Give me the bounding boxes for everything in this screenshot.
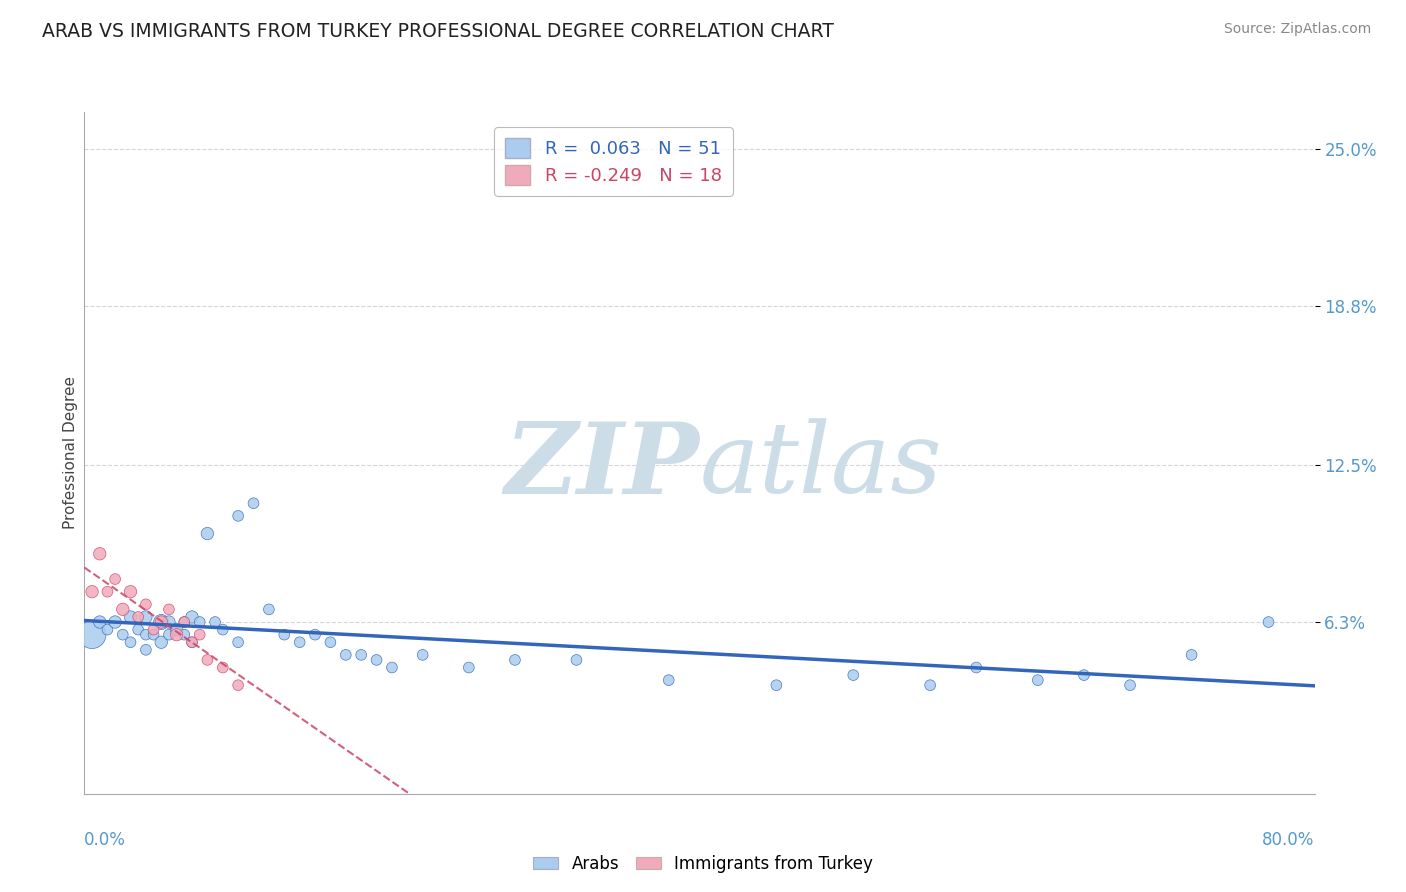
Point — [242, 496, 264, 510]
Point — [188, 615, 211, 629]
Point — [288, 635, 311, 649]
Point — [319, 635, 342, 649]
Text: atlas: atlas — [700, 418, 942, 514]
Point — [135, 610, 157, 624]
Point — [335, 648, 357, 662]
Point — [1119, 678, 1142, 692]
Point — [157, 628, 180, 642]
Point — [226, 678, 249, 692]
Y-axis label: Professional Degree: Professional Degree — [63, 376, 77, 529]
Point — [226, 508, 249, 523]
Point — [457, 660, 479, 674]
Point — [150, 615, 173, 629]
Point — [658, 673, 681, 688]
Point — [142, 623, 165, 637]
Point — [197, 653, 219, 667]
Point — [96, 623, 118, 637]
Point — [920, 678, 942, 692]
Point — [127, 623, 149, 637]
Text: ARAB VS IMMIGRANTS FROM TURKEY PROFESSIONAL DEGREE CORRELATION CHART: ARAB VS IMMIGRANTS FROM TURKEY PROFESSIO… — [42, 22, 834, 41]
Point — [135, 628, 157, 642]
Point — [96, 584, 118, 599]
Point — [120, 635, 142, 649]
Point — [173, 628, 195, 642]
Point — [1257, 615, 1279, 629]
Point — [304, 628, 326, 642]
Point — [204, 615, 226, 629]
Point — [350, 648, 373, 662]
Point — [503, 653, 526, 667]
Point — [135, 642, 157, 657]
Point — [965, 660, 987, 674]
Point — [104, 572, 127, 586]
Point — [166, 628, 188, 642]
Point — [111, 628, 134, 642]
Point — [80, 584, 103, 599]
Point — [181, 610, 204, 624]
Point — [1181, 648, 1204, 662]
Point — [181, 635, 204, 649]
Point — [257, 602, 280, 616]
Point — [366, 653, 388, 667]
Point — [765, 678, 787, 692]
Point — [157, 602, 180, 616]
Point — [211, 660, 233, 674]
Point — [381, 660, 404, 674]
Point — [127, 610, 149, 624]
Point — [166, 623, 188, 637]
Point — [412, 648, 434, 662]
Point — [273, 628, 295, 642]
Point — [157, 615, 180, 629]
Point — [173, 615, 195, 629]
Point — [150, 635, 173, 649]
Point — [197, 526, 219, 541]
Text: 0.0%: 0.0% — [84, 831, 127, 849]
Point — [104, 615, 127, 629]
Point — [111, 602, 134, 616]
Legend: Arabs, Immigrants from Turkey: Arabs, Immigrants from Turkey — [526, 848, 880, 880]
Point — [188, 628, 211, 642]
Point — [150, 615, 173, 629]
Point — [1073, 668, 1095, 682]
Point — [142, 628, 165, 642]
Point — [120, 584, 142, 599]
Point — [120, 610, 142, 624]
Point — [173, 615, 195, 629]
Point — [80, 628, 103, 642]
Point — [89, 547, 111, 561]
Legend: R =  0.063   N = 51, R = -0.249   N = 18: R = 0.063 N = 51, R = -0.249 N = 18 — [494, 128, 733, 196]
Point — [89, 615, 111, 629]
Text: ZIP: ZIP — [505, 418, 700, 515]
Point — [1026, 673, 1049, 688]
Point — [211, 623, 233, 637]
Text: 80.0%: 80.0% — [1263, 831, 1315, 849]
Point — [181, 635, 204, 649]
Point — [565, 653, 588, 667]
Text: Source: ZipAtlas.com: Source: ZipAtlas.com — [1223, 22, 1371, 37]
Point — [226, 635, 249, 649]
Point — [135, 598, 157, 612]
Point — [842, 668, 865, 682]
